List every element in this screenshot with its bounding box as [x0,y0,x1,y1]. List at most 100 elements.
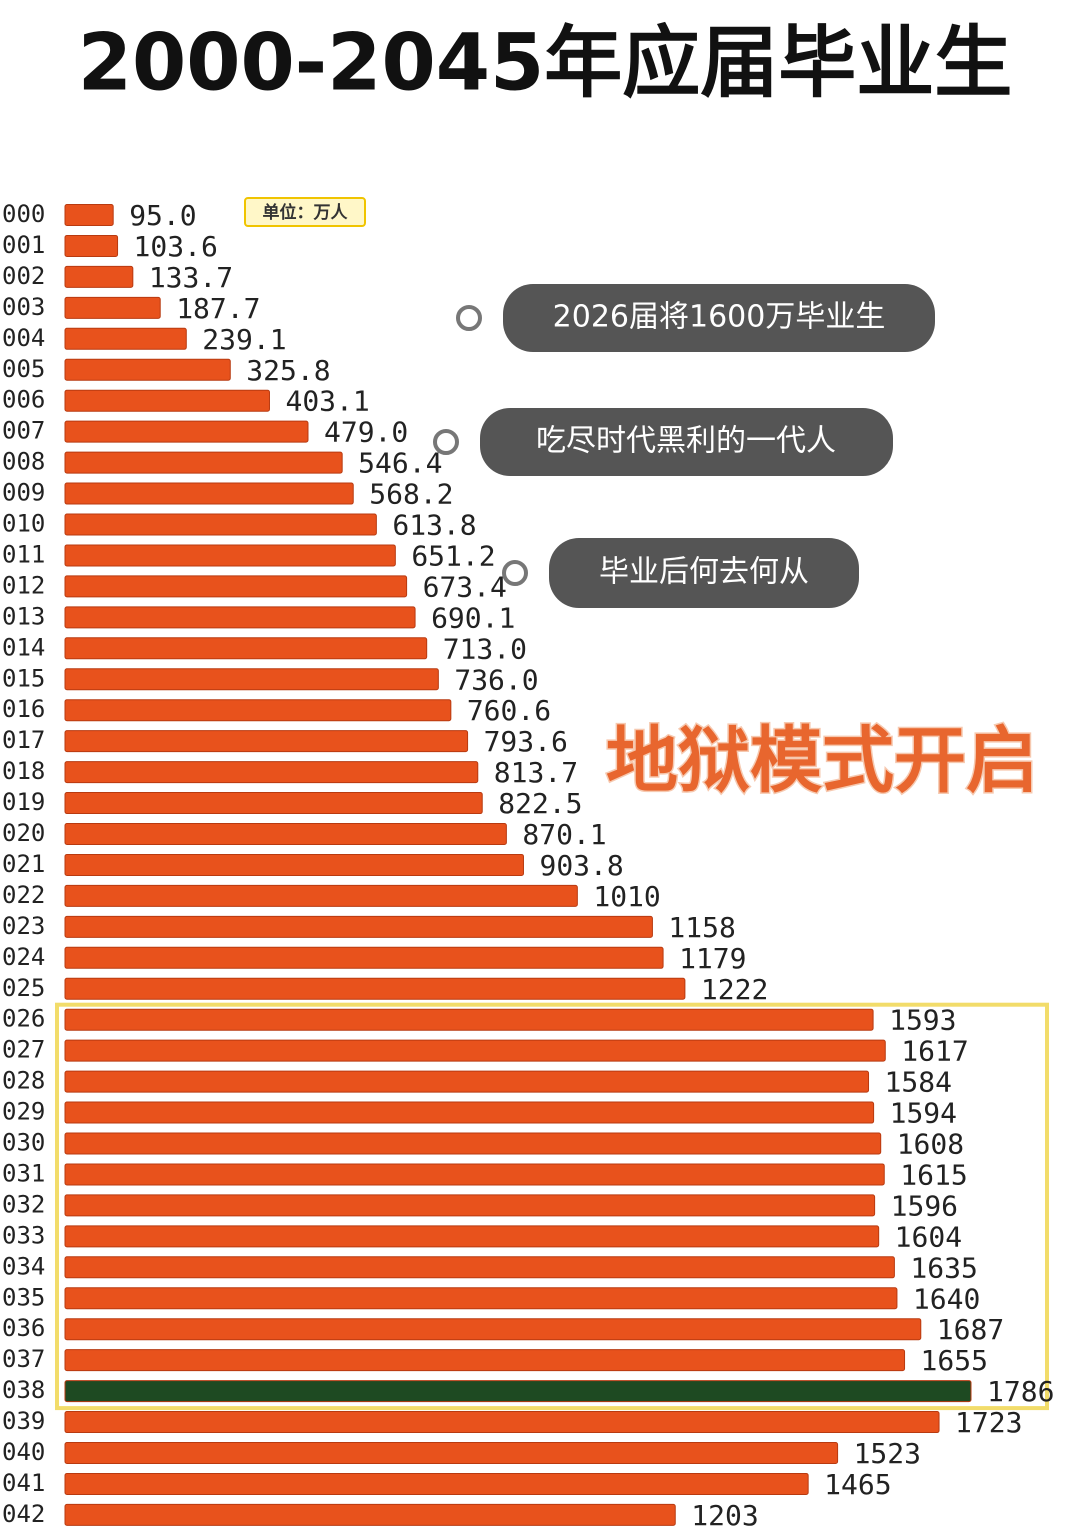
category-label: 025 [2,974,45,1002]
category-label: 041 [2,1469,45,1497]
category-label: 014 [2,633,45,661]
annotation: 吃尽时代黑利的一代人 [536,424,836,459]
category-label: 040 [2,1438,45,1466]
value-label: 1222 [701,973,768,1006]
bar [64,358,231,381]
bubble: 吃尽时代黑利的一代人 [433,408,893,476]
category-label: 039 [2,1407,45,1435]
category-label: 006 [2,386,45,414]
bubble: 毕业后何去何从 [502,538,859,608]
bar [64,451,343,474]
bar [64,389,270,412]
bar [64,606,416,629]
value-label: 1584 [885,1066,952,1099]
bar [64,915,653,938]
category-label: 032 [2,1190,45,1218]
category-label: 003 [2,293,45,321]
highlight-frame [55,1002,1049,1411]
bar [64,730,469,753]
bar [64,853,524,876]
bubble-box [480,408,893,476]
category-label: 013 [2,602,45,630]
bar [64,1008,874,1031]
category-label: 009 [2,479,45,507]
value-label: 822.5 [498,787,582,820]
value-label: 1615 [900,1158,967,1191]
value-label: 1786 [987,1375,1054,1408]
category-label: 010 [2,510,45,538]
category-label: 036 [2,1314,45,1342]
value-label: 1687 [937,1313,1004,1346]
bubble-dot [502,560,528,586]
bubble: 2026届将1600万毕业生 [456,284,935,352]
category-label: 015 [2,664,45,692]
category-label: 034 [2,1252,45,1280]
value-label: 1608 [897,1128,964,1161]
category-label: 029 [2,1098,45,1126]
bar [64,234,119,257]
bar [64,1256,895,1279]
unit-label: 单位：万人 [263,202,349,223]
value-label: 1593 [889,1004,956,1037]
value-label: 673.4 [423,570,507,603]
category-label: 021 [2,850,45,878]
value-label: 187.7 [176,292,260,325]
bar [64,1070,870,1093]
bubble-box [503,284,935,352]
category-label: 033 [2,1221,45,1249]
bar [64,204,114,226]
value-label: 1596 [891,1189,958,1222]
bar [64,1380,972,1403]
category-label: 042 [2,1500,45,1528]
bar [64,544,396,567]
category-label: 002 [2,262,45,290]
category-label: 019 [2,788,45,816]
value-label: 1010 [593,880,660,913]
category-label: 011 [2,540,45,568]
category-label: 026 [2,1005,45,1033]
bar [64,1225,880,1248]
bar [64,668,439,691]
annotation-headline: 地狱模式开启 [606,719,1038,803]
category-label: 008 [2,448,45,476]
category-label: 035 [2,1283,45,1311]
category-label: 000 [2,200,45,228]
bar [64,1287,898,1310]
value-label: 133.7 [149,261,233,294]
category-label: 017 [2,726,45,754]
category-label: 001 [2,231,45,259]
bar [64,637,428,660]
value-label: 95.0 [129,199,196,232]
annotation: 2026届将1600万毕业生 [553,300,886,335]
value-label: 613.8 [392,509,476,542]
value-label: 736.0 [454,663,538,696]
bar [64,1442,839,1464]
value-label: 793.6 [484,725,568,758]
category-label: 016 [2,695,45,723]
value-label: 1640 [913,1282,980,1315]
category-label: 012 [2,571,45,599]
category-label: 018 [2,757,45,785]
bubble-dot [433,429,459,455]
value-label: 1465 [824,1468,891,1501]
value-label: 903.8 [539,849,623,882]
bar [64,1163,885,1186]
value-label: 1523 [854,1437,921,1470]
category-label: 037 [2,1345,45,1373]
value-label: 1604 [895,1220,962,1253]
value-label: 568.2 [369,478,453,511]
bubble-dot [456,305,482,331]
category-label: 023 [2,912,45,940]
bar [64,1039,886,1062]
value-label: 870.1 [522,818,606,851]
value-label: 1203 [691,1499,758,1532]
value-label: 1617 [901,1035,968,1068]
unit-badge [244,197,366,227]
category-label: 005 [2,355,45,383]
category-label: 022 [2,881,45,909]
value-label: 1723 [955,1406,1022,1439]
value-label: 651.2 [411,539,495,572]
bar [64,1503,676,1526]
bar [64,946,664,969]
annotation: 毕业后何去何从 [599,555,809,590]
